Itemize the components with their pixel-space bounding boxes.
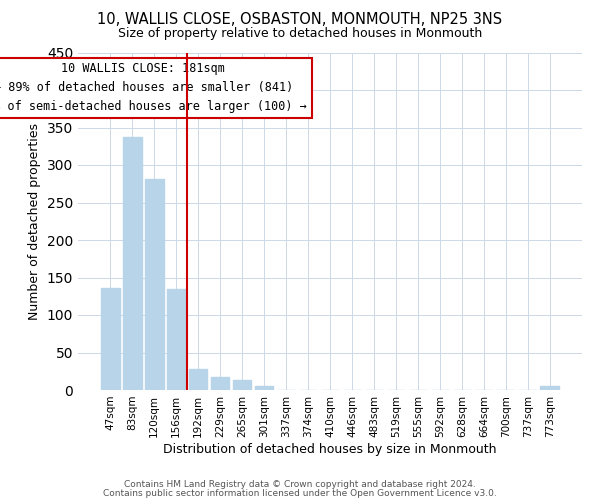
Bar xyxy=(211,376,229,390)
X-axis label: Distribution of detached houses by size in Monmouth: Distribution of detached houses by size … xyxy=(163,442,497,456)
Bar xyxy=(123,137,142,390)
Bar xyxy=(255,386,274,390)
Text: Contains public sector information licensed under the Open Government Licence v3: Contains public sector information licen… xyxy=(103,488,497,498)
Bar xyxy=(167,289,185,390)
Y-axis label: Number of detached properties: Number of detached properties xyxy=(28,122,41,320)
Bar xyxy=(189,369,208,390)
Bar xyxy=(145,180,164,390)
Bar xyxy=(233,380,251,390)
Text: Size of property relative to detached houses in Monmouth: Size of property relative to detached ho… xyxy=(118,28,482,40)
Text: Contains HM Land Registry data © Crown copyright and database right 2024.: Contains HM Land Registry data © Crown c… xyxy=(124,480,476,489)
Text: 10 WALLIS CLOSE: 181sqm
← 89% of detached houses are smaller (841)
11% of semi-d: 10 WALLIS CLOSE: 181sqm ← 89% of detache… xyxy=(0,62,307,114)
Bar xyxy=(101,288,119,390)
Bar xyxy=(541,386,559,390)
Text: 10, WALLIS CLOSE, OSBASTON, MONMOUTH, NP25 3NS: 10, WALLIS CLOSE, OSBASTON, MONMOUTH, NP… xyxy=(97,12,503,28)
